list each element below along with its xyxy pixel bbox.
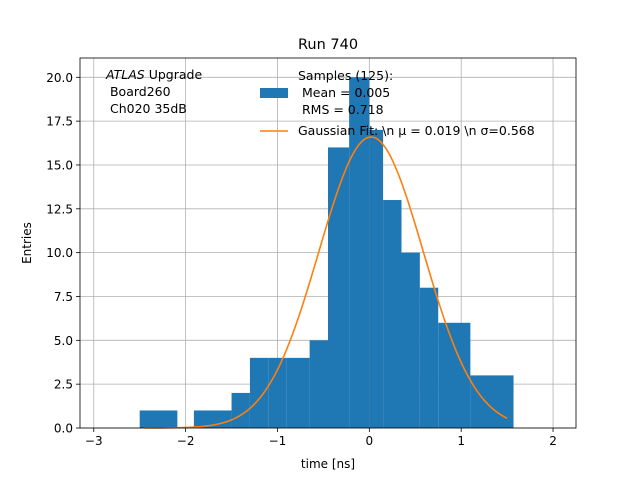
y-tick-label: 20.0 <box>46 71 73 85</box>
y-tick-label: 17.5 <box>46 115 73 129</box>
y-tick-label: 2.5 <box>54 378 73 392</box>
legend-mean-line: Mean = 0.005 <box>298 85 390 100</box>
histogram-bar <box>231 392 250 428</box>
atlas-annotation: ATLAS Upgrade <box>105 67 202 82</box>
histogram-bar <box>249 357 269 428</box>
legend-histogram-swatch <box>260 88 288 98</box>
histogram-bar <box>401 252 420 428</box>
y-axis-label: Entries <box>20 222 34 264</box>
histogram-bar <box>139 410 178 428</box>
annotation-board: Board260 <box>106 84 171 99</box>
histogram-bar <box>438 322 471 428</box>
x-tick-label: −1 <box>269 434 287 448</box>
y-tick-label: 0.0 <box>54 422 73 436</box>
x-axis-ticks: −3 −2 −1 0 1 2 <box>85 428 557 448</box>
x-tick-label: 2 <box>549 434 557 448</box>
y-tick-label: 15.0 <box>46 158 73 172</box>
histogram-bar <box>369 129 384 428</box>
y-tick-label: 5.0 <box>54 334 73 348</box>
histogram-bar <box>268 357 287 428</box>
histogram-bar <box>419 287 439 428</box>
chart-title: Run 740 <box>298 37 358 53</box>
x-tick-label: 0 <box>366 434 374 448</box>
y-axis-ticks: 0.0 2.5 5.0 7.5 10.0 12.5 15.0 17.5 20.0 <box>46 71 80 436</box>
histogram-bar <box>286 357 310 428</box>
atlas-italic-text: ATLAS <box>105 67 145 82</box>
histogram-bar <box>309 340 328 428</box>
histogram-bars <box>139 77 514 429</box>
y-tick-label: 10.0 <box>46 246 73 260</box>
y-tick-label: 12.5 <box>46 202 73 216</box>
x-tick-label: 1 <box>457 434 465 448</box>
legend-rms-line: RMS = 0.718 <box>298 102 384 117</box>
x-tick-label: −2 <box>177 434 195 448</box>
histogram-bar <box>470 375 514 428</box>
histogram-bar <box>383 200 402 428</box>
gaussian-fit-curve <box>144 136 508 429</box>
plot-frame <box>79 57 577 429</box>
histogram-bar <box>349 77 370 429</box>
atlas-upgrade-text: Upgrade <box>145 67 203 82</box>
x-tick-label: −3 <box>85 434 103 448</box>
legend-fit-label: Gaussian Fit: \n μ = 0.019 \n σ=0.568 <box>298 123 535 138</box>
x-axis-label: time [ns] <box>301 457 355 471</box>
legend-samples-line: Samples (125): <box>298 68 393 83</box>
histogram-bar <box>328 147 350 428</box>
annotation-channel: Ch020 35dB <box>106 101 187 116</box>
y-tick-label: 7.5 <box>54 290 73 304</box>
